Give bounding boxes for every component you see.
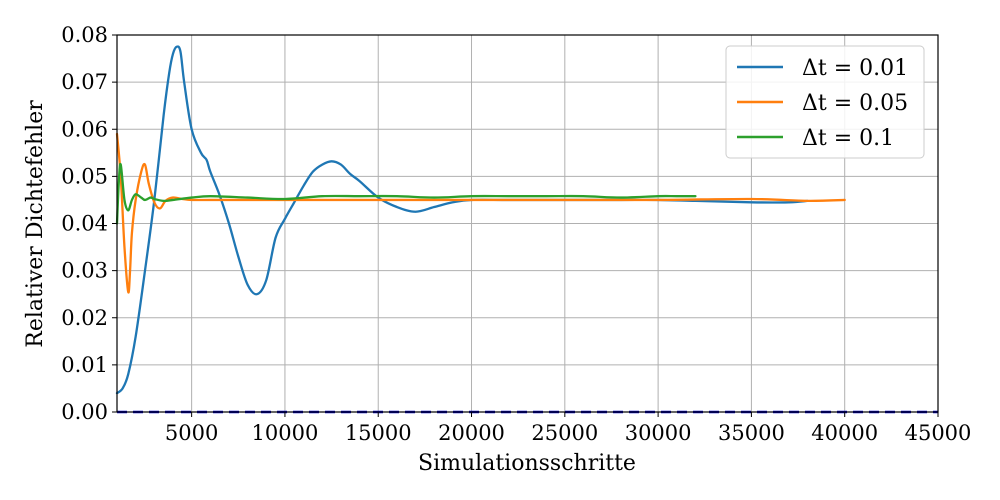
x-tick-label: 25000 (531, 421, 598, 445)
x-tick-label: 5000 (165, 421, 218, 445)
y-tick-label: 0.01 (61, 353, 108, 377)
series-line-3 (115, 162, 697, 225)
y-tick-label: 0.00 (61, 400, 108, 424)
x-tick-label: 40000 (811, 421, 878, 445)
series-line-2 (115, 132, 846, 294)
y-ticks: 0.00 0.01 0.02 0.03 0.04 0.05 0.06 0.07 0.08 (61, 23, 117, 424)
legend-box (725, 45, 925, 159)
x-tick-label: 45000 (905, 421, 972, 445)
y-tick-label: 0.06 (61, 117, 108, 141)
x-tick-label: 20000 (438, 421, 505, 445)
y-tick-label: 0.04 (61, 212, 108, 236)
x-ticks: 5000 10000 15000 20000 25000 30000 35000 40000 4… (165, 412, 971, 445)
y-tick-label: 0.05 (61, 164, 108, 188)
y-tick-label: 0.07 (61, 70, 108, 94)
legend-label: Δt = 0.01 (802, 56, 908, 81)
x-axis-label: Simulationsschritte (418, 451, 636, 476)
legend-label: Δt = 0.1 (802, 126, 894, 151)
y-axis-label: Relativer Dichtefehler (23, 100, 48, 348)
x-tick-label: 15000 (345, 421, 412, 445)
y-tick-label: 0.02 (61, 306, 108, 330)
x-tick-label: 30000 (625, 421, 692, 445)
x-tick-label: 10000 (252, 421, 319, 445)
y-tick-label: 0.03 (61, 259, 108, 283)
legend: Δt = 0.01 Δt = 0.05 Δt = 0.1 (725, 45, 925, 159)
legend-label: Δt = 0.05 (802, 91, 908, 116)
series-line-1 (115, 45, 809, 395)
series-layer (115, 45, 846, 395)
y-tick-label: 0.08 (61, 23, 108, 47)
x-tick-label: 35000 (718, 421, 785, 445)
